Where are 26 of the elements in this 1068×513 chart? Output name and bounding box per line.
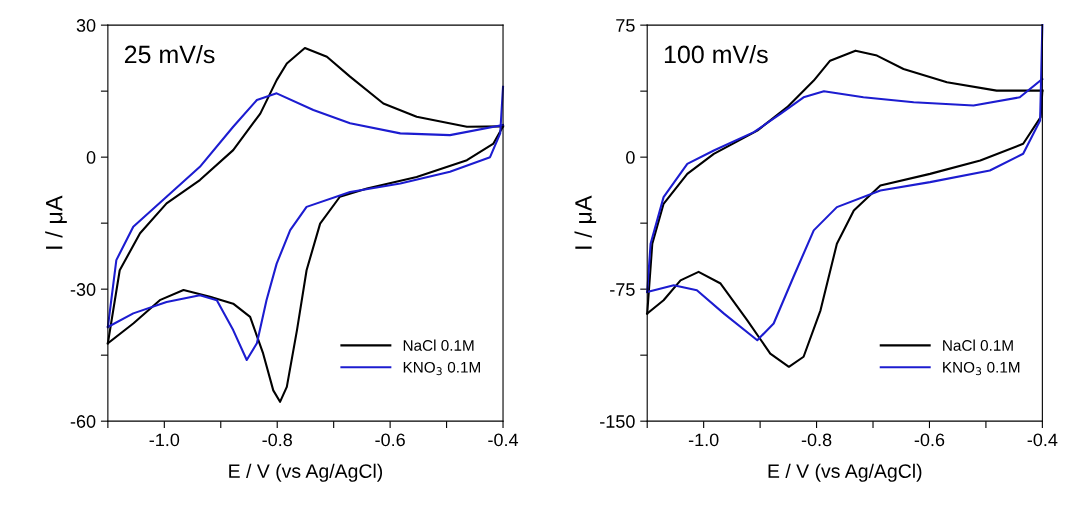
- x-tick-label: -0.4: [1027, 433, 1058, 447]
- y-tick-label: -60: [70, 415, 96, 428]
- legend-label: KNO$_{3}$ 0.1M: [943, 361, 1020, 376]
- y-tick-label: 0: [86, 151, 96, 164]
- y-tick-label: 0: [626, 151, 635, 164]
- x-tick-label: -0.8: [801, 433, 832, 447]
- annotation: 25 mV/s: [124, 44, 215, 64]
- x-tick-label: -1.0: [688, 433, 719, 447]
- x-axis-title: E / V (vs Ag/AgCl): [768, 463, 922, 482]
- x-tick-label: -0.6: [375, 433, 405, 447]
- legend-label: NaCl 0.1M: [943, 339, 1013, 351]
- annotation: 100 mV/s: [664, 44, 768, 64]
- y-tick-label: 75: [616, 19, 635, 32]
- y-tick-label: -30: [70, 283, 96, 296]
- x-tick-label: -0.4: [488, 433, 519, 447]
- legend-label: KNO$_{3}$ 0.1M: [403, 361, 480, 376]
- legend-label: NaCl 0.1M: [403, 339, 474, 351]
- x-tick-label: -1.0: [149, 433, 180, 447]
- x-tick-label: -0.6: [914, 433, 945, 447]
- x-axis-title: E / V (vs Ag/AgCl): [229, 463, 383, 482]
- y-tick-label: 30: [76, 19, 96, 32]
- y-axis-title: I / μA: [45, 195, 67, 249]
- x-tick-label: -0.8: [262, 433, 292, 447]
- y-axis-title: I / μA: [574, 195, 597, 249]
- y-tick-label: -75: [610, 283, 635, 296]
- y-tick-label: -150: [600, 415, 635, 428]
